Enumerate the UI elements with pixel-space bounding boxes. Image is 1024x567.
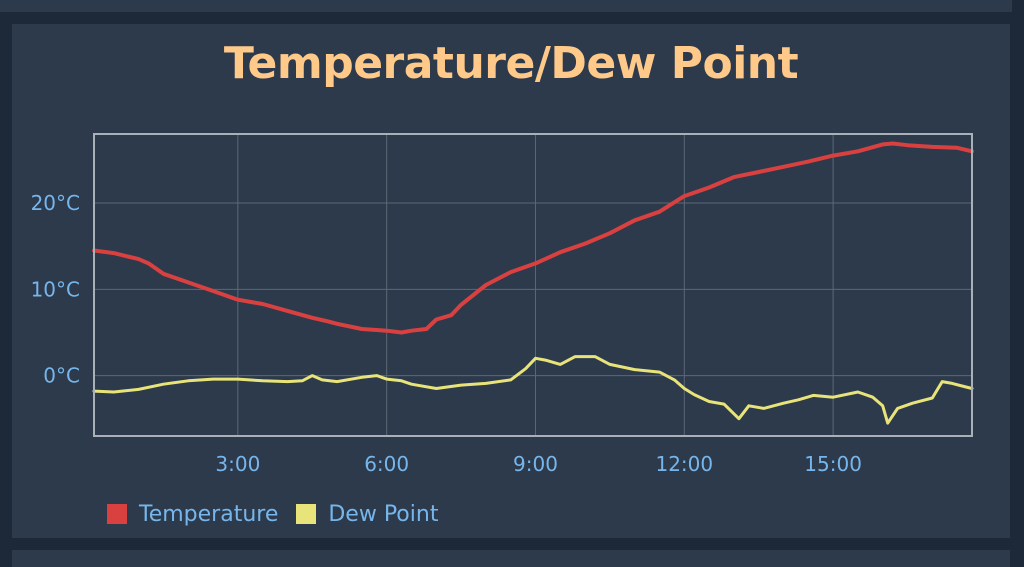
temperature-line — [92, 141, 974, 335]
legend-swatch-temperature — [107, 504, 127, 524]
x-tick-label: 3:00 — [215, 452, 260, 476]
legend-label-dew-point: Dew Point — [328, 501, 439, 527]
bottom-panel-strip — [12, 550, 1010, 567]
y-tick-label: 0°C — [43, 364, 80, 388]
y-tick-label: 20°C — [31, 191, 80, 215]
x-tick-label: 12:00 — [655, 452, 713, 476]
grid-lines — [94, 134, 972, 436]
top-panel-strip — [0, 0, 1012, 12]
dew-point-line — [92, 355, 974, 425]
tick-labels: 3:00 6:00 9:00 12:00 15:00 0°C 10°C 20°C — [31, 191, 862, 476]
legend-label-temperature: Temperature — [139, 501, 279, 527]
x-tick-label: 6:00 — [364, 452, 409, 476]
legend-item-dew-point[interactable]: Dew Point — [296, 502, 438, 527]
x-tick-label: 15:00 — [804, 452, 862, 476]
x-tick-label: 9:00 — [513, 452, 558, 476]
series-lines — [92, 141, 974, 425]
chart-card: Temperature/Dew Point 3:00 6:00 9:00 12:00 1… — [12, 24, 1010, 538]
temperature-dewpoint-chart: 3:00 6:00 9:00 12:00 15:00 0°C 10°C 20°C — [31, 133, 974, 476]
legend-item-temperature[interactable]: Temperature — [107, 502, 278, 527]
plot-frame — [93, 133, 973, 437]
legend-swatch-dew-point — [296, 504, 317, 524]
y-tick-label: 10°C — [31, 277, 80, 301]
chart-title: Temperature/Dew Point — [223, 38, 799, 89]
legend: Temperature Dew Point — [107, 500, 456, 528]
